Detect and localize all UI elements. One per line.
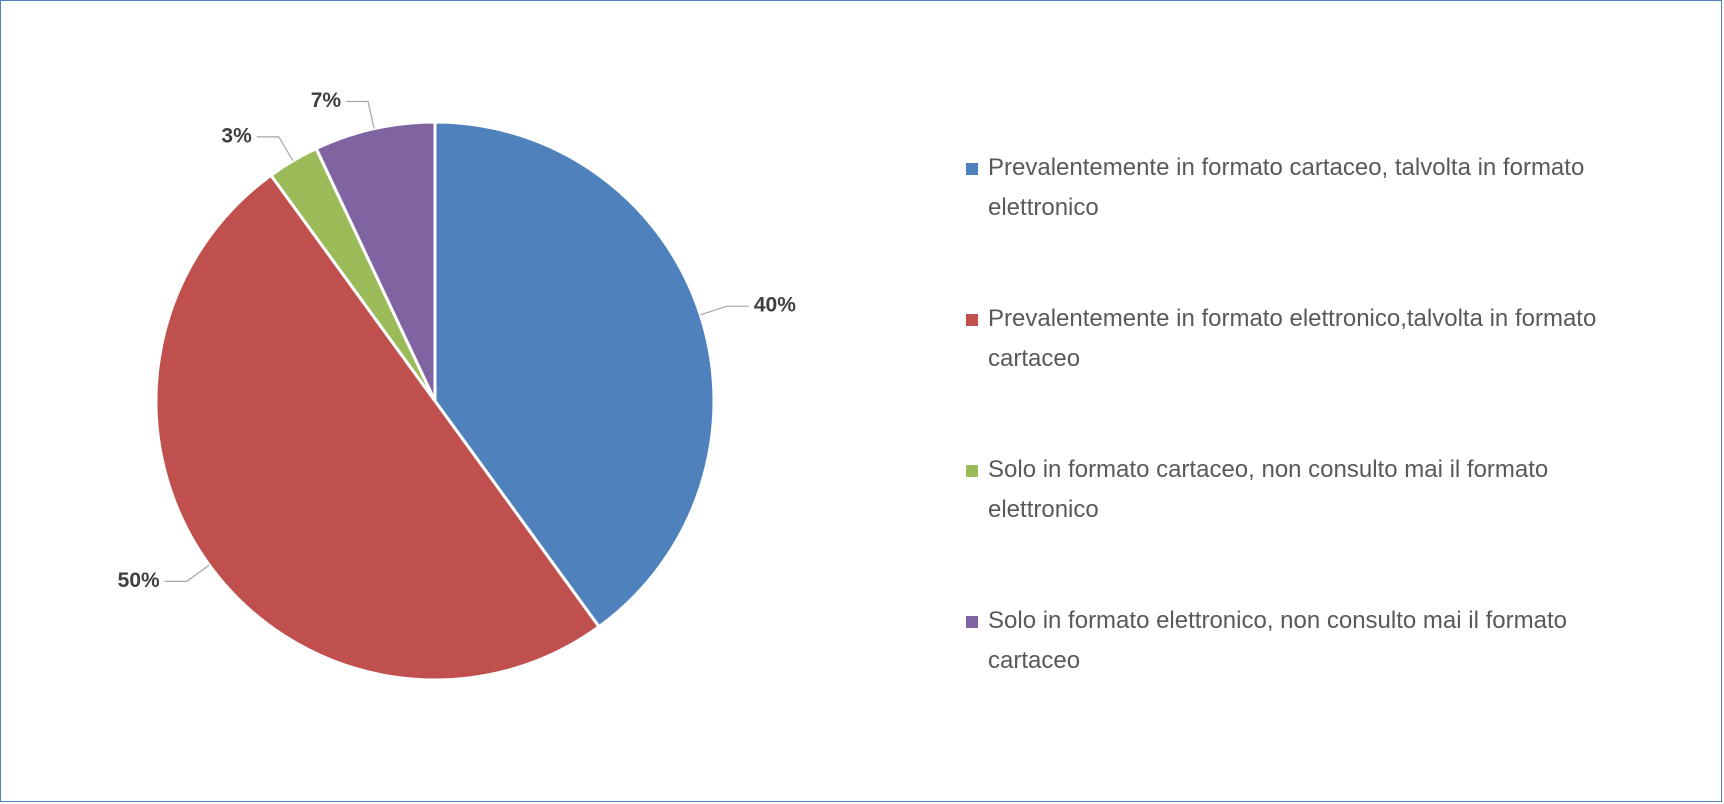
legend-swatch xyxy=(966,616,978,628)
legend-swatch xyxy=(966,163,978,175)
legend-item: Prevalentemente in formato cartaceo, tal… xyxy=(966,148,1606,299)
legend-label: Solo in formato elettronico, non consult… xyxy=(988,607,1567,674)
legend-label: Prevalentemente in formato cartaceo, tal… xyxy=(988,154,1585,221)
data-label: 3% xyxy=(221,124,252,147)
leader-line xyxy=(700,305,749,316)
leader-line xyxy=(256,136,294,162)
legend: Prevalentemente in formato cartaceo, tal… xyxy=(966,148,1606,752)
legend-item: Solo in formato elettronico, non consult… xyxy=(966,601,1606,752)
leader-line xyxy=(164,564,210,582)
data-label: 50% xyxy=(118,569,160,592)
data-label: 7% xyxy=(311,89,342,112)
legend-swatch xyxy=(966,465,978,477)
data-label: 40% xyxy=(754,294,796,317)
pie-slice xyxy=(314,120,437,402)
legend-label: Solo in formato cartaceo, non consulto m… xyxy=(988,456,1549,523)
pie-slice xyxy=(433,120,716,629)
legend-item: Solo in formato cartaceo, non consulto m… xyxy=(966,450,1606,601)
legend-swatch xyxy=(966,314,978,326)
legend-label: Prevalentemente in formato elettronico,t… xyxy=(988,305,1597,372)
pie-slice xyxy=(154,173,602,682)
legend-item: Prevalentemente in formato elettronico,t… xyxy=(966,299,1606,450)
leader-line xyxy=(346,100,375,129)
